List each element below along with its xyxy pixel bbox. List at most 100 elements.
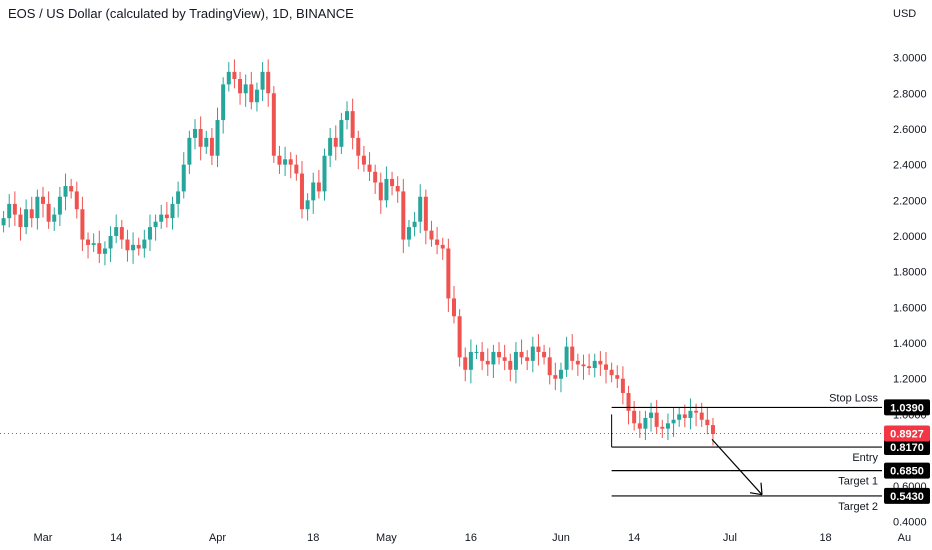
level-price-badge: 1.0390 xyxy=(890,402,924,414)
candle-body xyxy=(69,186,74,192)
candle-body xyxy=(604,364,608,370)
candle-body xyxy=(147,227,152,240)
candle-body xyxy=(373,171,378,183)
candle-body xyxy=(254,89,259,103)
y-tick-label: 1.8000 xyxy=(893,267,927,279)
candle-body xyxy=(491,351,496,365)
candle-body xyxy=(474,351,479,353)
candle-body xyxy=(457,316,462,358)
candle-body xyxy=(102,248,107,254)
candle-body xyxy=(164,214,169,219)
candle-body xyxy=(508,360,513,370)
candle-body xyxy=(52,214,57,222)
candle-body xyxy=(277,155,282,165)
level-price-badge: 0.8170 xyxy=(890,442,924,454)
candle-body xyxy=(80,209,85,240)
x-tick-label: May xyxy=(376,532,397,544)
candle-body xyxy=(677,414,682,420)
y-axis: USD 3.0000 2.8000 2.6000 2.4000 2.2000 2.0000 1… xyxy=(893,8,927,528)
candle-body xyxy=(643,417,648,429)
candle-body xyxy=(536,346,541,352)
candle-body xyxy=(204,137,209,147)
level-label: Stop Loss xyxy=(829,392,878,404)
current-price-badge: 0.8927 xyxy=(890,429,924,441)
candle-body xyxy=(136,244,141,249)
candle-body xyxy=(266,71,271,94)
candle-body xyxy=(609,369,614,376)
candle-body xyxy=(367,164,372,172)
candle-body xyxy=(384,178,389,201)
candle-body xyxy=(74,191,79,210)
candle-body xyxy=(412,221,417,228)
candle-body xyxy=(395,186,400,192)
x-tick-label: 16 xyxy=(465,532,477,544)
candle-body xyxy=(131,244,136,251)
candle-body xyxy=(226,71,231,85)
candle-body xyxy=(7,203,12,219)
candle-body xyxy=(440,244,445,249)
chart-title: EOS / US Dollar (calculated by TradingVi… xyxy=(8,6,354,21)
level-price-badge-bg xyxy=(884,462,930,479)
y-tick-label: 2.8000 xyxy=(893,88,927,100)
level-label: Target 2 xyxy=(838,501,878,513)
candle-body xyxy=(288,159,293,165)
candle-body xyxy=(271,93,276,156)
projection-arrow-line xyxy=(711,438,763,496)
candle-body xyxy=(209,137,214,156)
candle-body xyxy=(632,410,637,424)
candle-body xyxy=(547,357,552,376)
x-tick-label: Jun xyxy=(552,532,570,544)
candle-body xyxy=(46,203,51,222)
x-tick-label: Mar xyxy=(34,532,53,544)
candle-body xyxy=(198,128,203,147)
candle-body xyxy=(710,425,715,435)
candle-body xyxy=(86,239,91,245)
y-tick-label: 2.6000 xyxy=(893,124,927,136)
candle-body xyxy=(299,173,304,210)
candle-body xyxy=(339,120,344,147)
level-price-badge-bg xyxy=(884,439,930,456)
candle-body xyxy=(260,71,265,90)
projection-arrow-head xyxy=(749,492,763,496)
candle-body xyxy=(401,191,406,240)
candle-body xyxy=(176,191,181,204)
candle-body xyxy=(699,412,704,420)
y-tick-label: 2.2000 xyxy=(893,195,927,207)
candle-body xyxy=(243,84,248,94)
candle-body xyxy=(665,423,670,429)
candle-body xyxy=(435,239,440,245)
candle-body xyxy=(187,137,192,165)
level-price-badge: 0.6850 xyxy=(890,466,924,478)
candle-body xyxy=(328,137,333,156)
x-axis: Mar 14 Apr 18 May 16 Jun 14 Jul 18 Au xyxy=(34,532,912,544)
x-tick-label: 14 xyxy=(110,532,122,544)
x-tick-label: Au xyxy=(898,532,911,544)
candle-body xyxy=(125,239,130,251)
candle-body xyxy=(682,414,687,418)
candle-body xyxy=(12,203,17,215)
candle-body xyxy=(356,137,361,156)
candle-body xyxy=(333,137,338,147)
candle-body xyxy=(41,196,45,204)
candle-body xyxy=(406,227,411,240)
candle-body xyxy=(418,196,423,222)
candle-body xyxy=(238,79,243,94)
candle-body xyxy=(620,378,625,393)
candle-body xyxy=(654,412,659,427)
candle-body xyxy=(502,357,507,361)
candle-body xyxy=(581,364,586,367)
level-label: Entry xyxy=(852,452,878,464)
candle-body xyxy=(119,227,124,240)
x-tick-label: 14 xyxy=(628,532,640,544)
y-tick-label: 1.2000 xyxy=(893,374,927,386)
currency-label: USD xyxy=(893,8,916,20)
candle-body xyxy=(694,410,699,413)
candle-body xyxy=(649,412,654,418)
candle-body xyxy=(283,159,288,165)
candle-body xyxy=(485,360,490,365)
x-tick-label: Apr xyxy=(209,532,226,544)
candle-body xyxy=(497,351,502,358)
candle-body xyxy=(153,221,158,228)
candle-body xyxy=(345,111,350,121)
